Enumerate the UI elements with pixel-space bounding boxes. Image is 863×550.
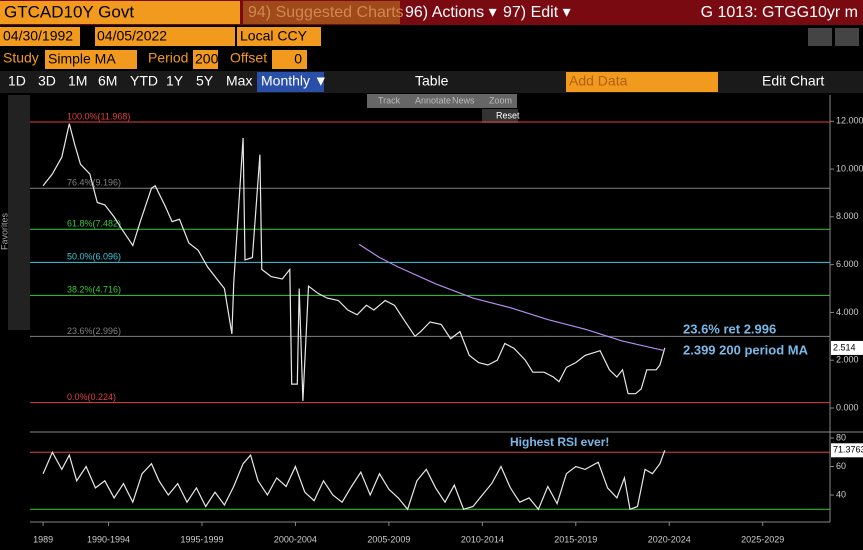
annotation: 23.6% ret 2.996 <box>683 321 776 336</box>
period: 200 <box>195 51 219 67</box>
fib-label: 100.0%(11.968) <box>67 111 130 121</box>
fib-label: 0.0%(0.224) <box>67 392 116 402</box>
security: GTCAD10Y Govt <box>4 2 134 21</box>
sidebar <box>8 95 30 330</box>
y-tick-label: 0.000 <box>836 402 859 412</box>
y-tick-label: 40 <box>836 489 846 499</box>
chart-tool[interactable]: News <box>452 95 475 105</box>
fib-label: 61.8%(7.482) <box>67 219 121 229</box>
reset: Reset <box>496 110 520 120</box>
y-tick-label: 10.000 <box>836 163 863 173</box>
add-data-box[interactable] <box>566 72 718 92</box>
x-tick-label: 1995-1999 <box>180 534 223 544</box>
series-line <box>358 243 665 352</box>
last-value-box <box>831 443 863 458</box>
last-value: 71.3763 <box>833 445 863 455</box>
fib-label: 76.4%(9.196) <box>67 178 121 188</box>
x-tick-label: 1990-1994 <box>87 534 130 544</box>
y-tick-label: 6.000 <box>836 259 859 269</box>
offset: 0 <box>294 51 302 67</box>
range-button[interactable]: 1Y <box>166 73 184 89</box>
edit-menu[interactable]: 97) Edit ▾ <box>503 4 571 21</box>
fib-label: 23.6%(2.996) <box>67 326 121 336</box>
offset-box[interactable] <box>272 50 307 69</box>
study-label: Study <box>3 50 39 66</box>
actions-menu[interactable]: 96) Actions ▾ <box>405 4 497 21</box>
x-tick-label: 2025-2029 <box>741 534 784 544</box>
redo[interactable] <box>835 28 859 46</box>
study: Simple MA <box>48 51 116 67</box>
range-button[interactable]: 6M <box>98 73 117 89</box>
range-button[interactable]: YTD <box>130 73 158 89</box>
end-date: 04/05/2022 <box>97 28 167 44</box>
currency: Local CCY <box>240 28 308 44</box>
annotation: Highest RSI ever! <box>510 435 609 449</box>
chart-tool[interactable]: Annotate <box>415 95 451 105</box>
x-tick-label: 2005-2009 <box>367 534 410 544</box>
last-value: 2.514 <box>833 342 856 352</box>
start-date-box[interactable] <box>0 27 80 46</box>
edit-chart[interactable]: Edit Chart <box>762 73 824 89</box>
period-box[interactable] <box>193 50 218 69</box>
chart-id: G 1013: GTGG10yr m <box>701 4 858 21</box>
x-tick-label: 2000-2004 <box>274 534 317 544</box>
range-button[interactable]: 1D <box>8 73 26 89</box>
y-tick-label: 8.000 <box>836 211 859 221</box>
fib-label: 50.0%(6.096) <box>67 252 121 262</box>
x-tick-label: 1989 <box>33 534 53 544</box>
start-date: 04/30/1992 <box>3 28 73 44</box>
y-tick-label: 2.000 <box>836 355 859 365</box>
chart-tool[interactable]: Zoom <box>489 95 512 105</box>
y-tick-label: 80 <box>836 432 846 442</box>
series-line <box>42 450 666 511</box>
range-button[interactable]: Max <box>226 73 252 89</box>
favorites: Favorites <box>0 212 9 250</box>
x-tick-label: 2015-2019 <box>554 534 597 544</box>
y-tick-label: 60 <box>836 461 846 471</box>
range-button[interactable]: 5Y <box>196 73 214 89</box>
security-box[interactable] <box>0 1 240 24</box>
undo[interactable] <box>808 28 832 46</box>
fib-label: 38.2%(4.716) <box>67 285 121 295</box>
offset-label: Offset <box>230 50 267 66</box>
annotation: 2.399 200 period MA <box>683 342 809 357</box>
currency-box[interactable] <box>237 27 321 46</box>
range-button[interactable]: 1M <box>68 73 87 89</box>
y-tick-label: 12.000 <box>836 116 863 126</box>
table-button[interactable]: Table <box>415 73 449 89</box>
x-tick-label: 2010-2014 <box>461 534 504 544</box>
period-label: Period <box>148 50 188 66</box>
last-value-box <box>831 340 863 355</box>
series-line <box>42 123 666 401</box>
frequency-box[interactable] <box>257 72 324 92</box>
frequency[interactable]: Monthly ▼ <box>261 73 328 89</box>
x-tick-label: 2020-2024 <box>648 534 691 544</box>
study-box[interactable] <box>45 50 137 69</box>
suggested-button[interactable] <box>243 1 400 24</box>
end-date-box[interactable] <box>95 27 235 46</box>
range-button[interactable]: 3D <box>38 73 56 89</box>
reset-box[interactable] <box>482 109 518 123</box>
tool-strip <box>367 94 517 108</box>
suggested-charts: 94) Suggested Charts <box>248 4 404 21</box>
add-data: Add Data <box>569 73 628 89</box>
chart-tool[interactable]: Track <box>378 95 401 105</box>
y-tick-label: 4.000 <box>836 307 859 317</box>
